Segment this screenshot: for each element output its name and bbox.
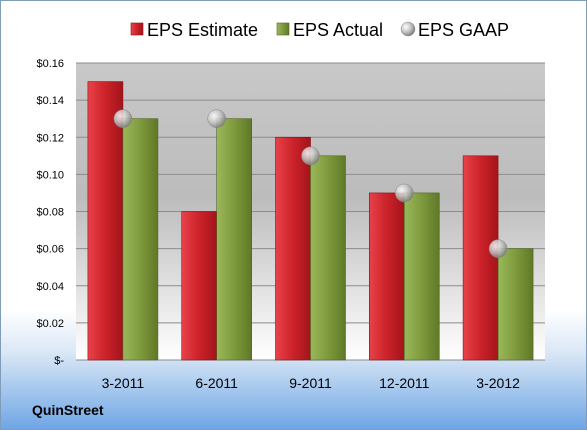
eps-gaap-marker bbox=[395, 183, 414, 203]
y-tick-label: $0.16 bbox=[36, 58, 64, 70]
eps-actual-bar bbox=[310, 155, 346, 361]
y-axis-ticks: $- $0.02 $0.04 $0.06 $0.08 $0.10 $0.12 $0.14 $0.… bbox=[36, 58, 64, 367]
eps-estimate-bar bbox=[181, 211, 217, 361]
company-name: QuinStreet bbox=[32, 402, 104, 418]
eps-actual-bar bbox=[122, 118, 159, 361]
legend-swatch bbox=[130, 22, 144, 36]
bars bbox=[87, 81, 534, 361]
x-tick-label: 6-2011 bbox=[195, 375, 238, 391]
eps-actual-bar bbox=[497, 248, 534, 361]
y-tick-label: $0.08 bbox=[36, 207, 64, 219]
x-tick-label: 3-2012 bbox=[476, 375, 520, 391]
x-axis-ticks: 3-2011 6-2011 9-2011 12-2011 3-2012 bbox=[102, 375, 520, 391]
eps-estimate-bar bbox=[368, 192, 405, 361]
eps-gaap-marker bbox=[113, 109, 133, 128]
y-tick-label: $0.06 bbox=[36, 244, 64, 256]
legend-label: EPS GAAP bbox=[418, 20, 509, 40]
legend-label: EPS Actual bbox=[293, 20, 383, 40]
x-tick-label: 12-2011 bbox=[379, 375, 430, 391]
gaap-markers bbox=[113, 109, 508, 258]
eps-actual-bar bbox=[216, 118, 252, 361]
eps-actual-bar bbox=[403, 192, 440, 361]
eps-gaap-marker bbox=[207, 109, 226, 128]
eps-gaap-marker bbox=[301, 146, 320, 166]
eps-estimate-bar bbox=[87, 81, 124, 361]
legend-swatch bbox=[276, 22, 290, 36]
x-tick-label: 3-2011 bbox=[102, 375, 145, 391]
y-tick-label: $0.10 bbox=[36, 169, 64, 181]
legend-label: EPS Estimate bbox=[147, 20, 258, 40]
eps-estimate-bar bbox=[462, 155, 499, 361]
eps-gaap-marker bbox=[488, 239, 508, 258]
y-tick-label: $0.12 bbox=[36, 132, 64, 144]
y-tick-label: $0.02 bbox=[36, 318, 64, 330]
legend: EPS Estimate EPS Actual EPS GAAP bbox=[130, 20, 509, 40]
y-tick-label: $- bbox=[54, 355, 64, 367]
y-tick-label: $0.14 bbox=[36, 95, 64, 107]
y-tick-label: $0.04 bbox=[36, 281, 64, 293]
x-tick-label: 9-2011 bbox=[289, 375, 332, 391]
eps-estimate-bar bbox=[275, 136, 311, 361]
legend-swatch bbox=[400, 21, 416, 37]
